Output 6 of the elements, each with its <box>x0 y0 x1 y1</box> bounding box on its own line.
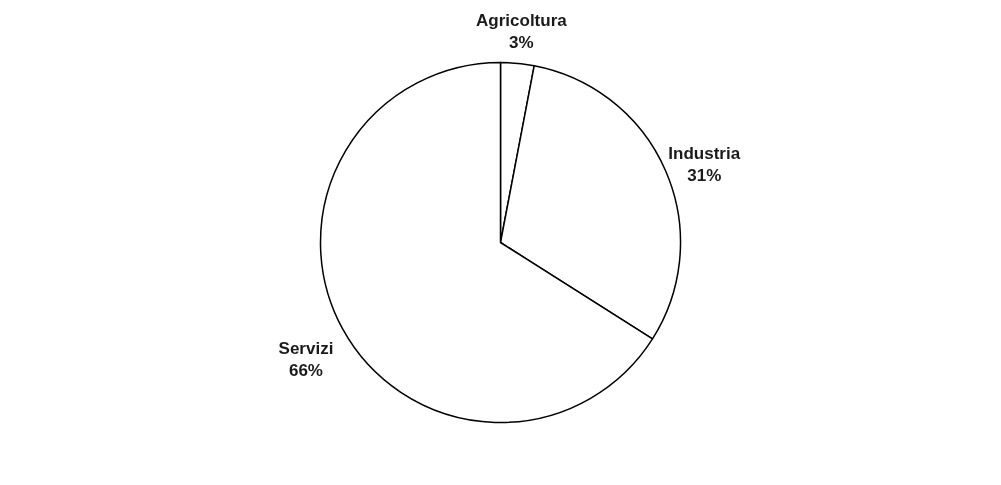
data-label: 31% <box>687 166 722 186</box>
data-label: 3% <box>509 33 534 53</box>
data-label: 66% <box>288 361 323 381</box>
slice-label: Agricoltura <box>476 11 568 31</box>
slice-label: Servizi <box>278 339 334 359</box>
slice-label: Industria <box>668 144 741 164</box>
